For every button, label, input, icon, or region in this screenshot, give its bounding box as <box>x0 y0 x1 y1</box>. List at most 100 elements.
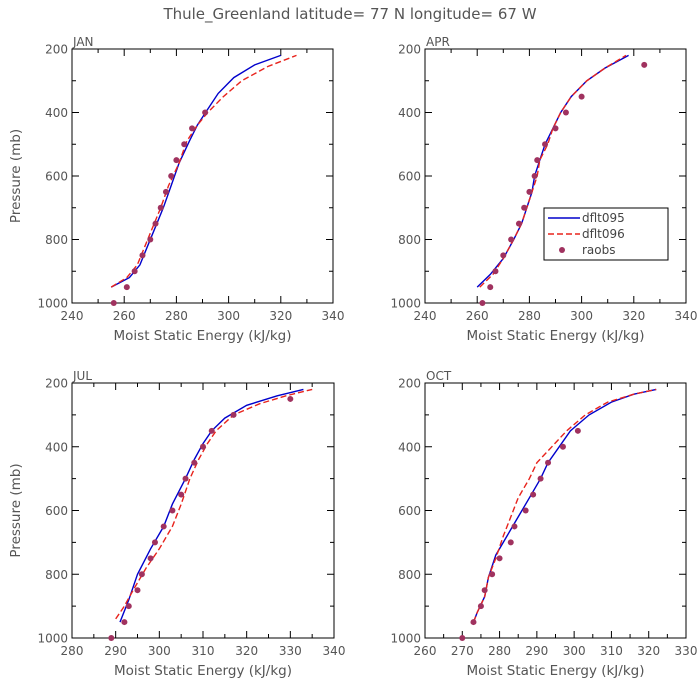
y-tick-label: 600 <box>398 170 421 184</box>
x-tick-label: 320 <box>622 309 645 323</box>
raobs-point <box>489 571 496 578</box>
raobs-point <box>168 173 175 179</box>
raobs-point <box>169 507 176 514</box>
x-tick-label: 320 <box>269 309 292 323</box>
raobs-point <box>507 539 514 546</box>
y-tick-label: 800 <box>398 233 421 247</box>
x-tick-label: 290 <box>104 644 127 658</box>
raobs-point <box>545 459 552 466</box>
dflt095-line <box>119 388 304 623</box>
dflt096-line <box>110 54 297 288</box>
dflt095-line <box>110 54 282 288</box>
x-tick-label: 300 <box>563 644 586 658</box>
y-tick-label: 400 <box>398 440 421 454</box>
x-tick-label: 300 <box>148 644 171 658</box>
x-tick-label: 330 <box>675 644 698 658</box>
raobs-point <box>500 252 507 259</box>
raobs-point <box>542 141 549 148</box>
raobs-point <box>208 427 215 434</box>
raobs-point <box>202 109 209 116</box>
raobs-point <box>178 491 185 498</box>
raobs-point <box>552 125 559 132</box>
y-axis-label: Pressure (mb) <box>8 463 24 557</box>
y-tick-label: 200 <box>45 43 68 57</box>
panel-title: JAN <box>72 35 94 49</box>
raobs-point <box>230 411 237 418</box>
y-tick-label: 600 <box>398 504 421 518</box>
raobs-point <box>147 555 154 562</box>
y-tick-label: 200 <box>398 43 421 57</box>
x-axis-label: Moist Static Energy (kJ/kg) <box>467 328 645 344</box>
raobs-point <box>477 603 484 610</box>
x-tick-label: 280 <box>61 644 84 658</box>
y-tick-label: 1000 <box>37 297 68 311</box>
x-tick-label: 260 <box>414 644 437 658</box>
y-tick-label: 1000 <box>390 632 421 646</box>
x-tick-label: 280 <box>488 644 511 658</box>
x-tick-label: 310 <box>600 644 623 658</box>
y-tick-label: 1000 <box>37 632 68 646</box>
x-tick-label: 300 <box>570 309 593 323</box>
x-tick-label: 300 <box>217 309 240 323</box>
plot-frame <box>71 382 335 639</box>
raobs-point <box>534 157 541 164</box>
raobs-point <box>138 571 145 578</box>
raobs-point <box>147 236 154 243</box>
x-tick-label: 330 <box>279 644 302 658</box>
raobs-point <box>511 523 518 530</box>
y-tick-label: 600 <box>45 504 68 518</box>
raobs-point <box>537 475 544 482</box>
raobs-point <box>530 491 537 498</box>
raobs-point <box>189 125 196 132</box>
raobs-point <box>131 268 138 275</box>
raobs-point <box>162 188 169 195</box>
raobs-point <box>641 61 648 68</box>
plot-frame <box>71 48 334 304</box>
raobs-point <box>515 220 522 227</box>
y-tick-label: 200 <box>398 377 421 391</box>
raobs-point <box>134 587 141 594</box>
legend-label: raobs <box>582 243 616 257</box>
figure-title: Thule_Greenland latitude= 77 N longitude… <box>162 5 536 24</box>
legend-label: dflt096 <box>582 227 625 241</box>
panel-jul: JUL 280 290 300 310 320 330 340 200 400 600 800 1000… <box>8 369 345 679</box>
raobs-point <box>152 220 159 227</box>
dflt096-line <box>115 388 313 620</box>
raobs-point <box>470 619 477 626</box>
legend-label: dflt095 <box>582 211 625 225</box>
panel-jan: JAN 240 260 280 300 320 340 200 400 600 800 1000 Moi… <box>8 35 344 344</box>
panel-title: APR <box>426 35 450 49</box>
x-tick-label: 260 <box>113 309 136 323</box>
y-tick-label: 400 <box>45 106 68 120</box>
raobs-point <box>479 300 486 306</box>
raobs-point <box>121 619 128 626</box>
raobs-point <box>151 539 158 546</box>
x-axis-label: Moist Static Energy (kJ/kg) <box>467 663 645 679</box>
y-tick-label: 800 <box>45 233 68 247</box>
y-tick-label: 200 <box>45 377 68 391</box>
raobs-point <box>531 173 538 179</box>
y-tick-label: 800 <box>45 568 68 582</box>
raobs-point <box>487 284 494 291</box>
raobs-point <box>160 523 167 530</box>
y-tick-label: 800 <box>398 568 421 582</box>
y-axis-label: Pressure (mb) <box>8 129 24 223</box>
dflt096-line <box>472 388 657 623</box>
raobs-point <box>562 109 569 116</box>
raobs-point <box>110 300 117 306</box>
raobs-point <box>108 635 115 641</box>
raobs-point <box>492 268 499 275</box>
y-tick-label: 400 <box>45 440 68 454</box>
plot-frame <box>424 382 687 639</box>
panel-oct: OCT 260 270 280 290 300 310 320 330 200 400 600 800 1… <box>390 369 697 679</box>
raobs-point <box>508 236 515 243</box>
plot-frame <box>424 48 687 304</box>
raobs-point <box>139 252 146 259</box>
raobs-point <box>496 555 503 562</box>
raobs-point <box>287 395 294 402</box>
y-tick-label: 1000 <box>390 297 421 311</box>
raobs-point <box>181 141 188 148</box>
raobs-point <box>182 475 189 482</box>
x-tick-label: 280 <box>518 309 541 323</box>
